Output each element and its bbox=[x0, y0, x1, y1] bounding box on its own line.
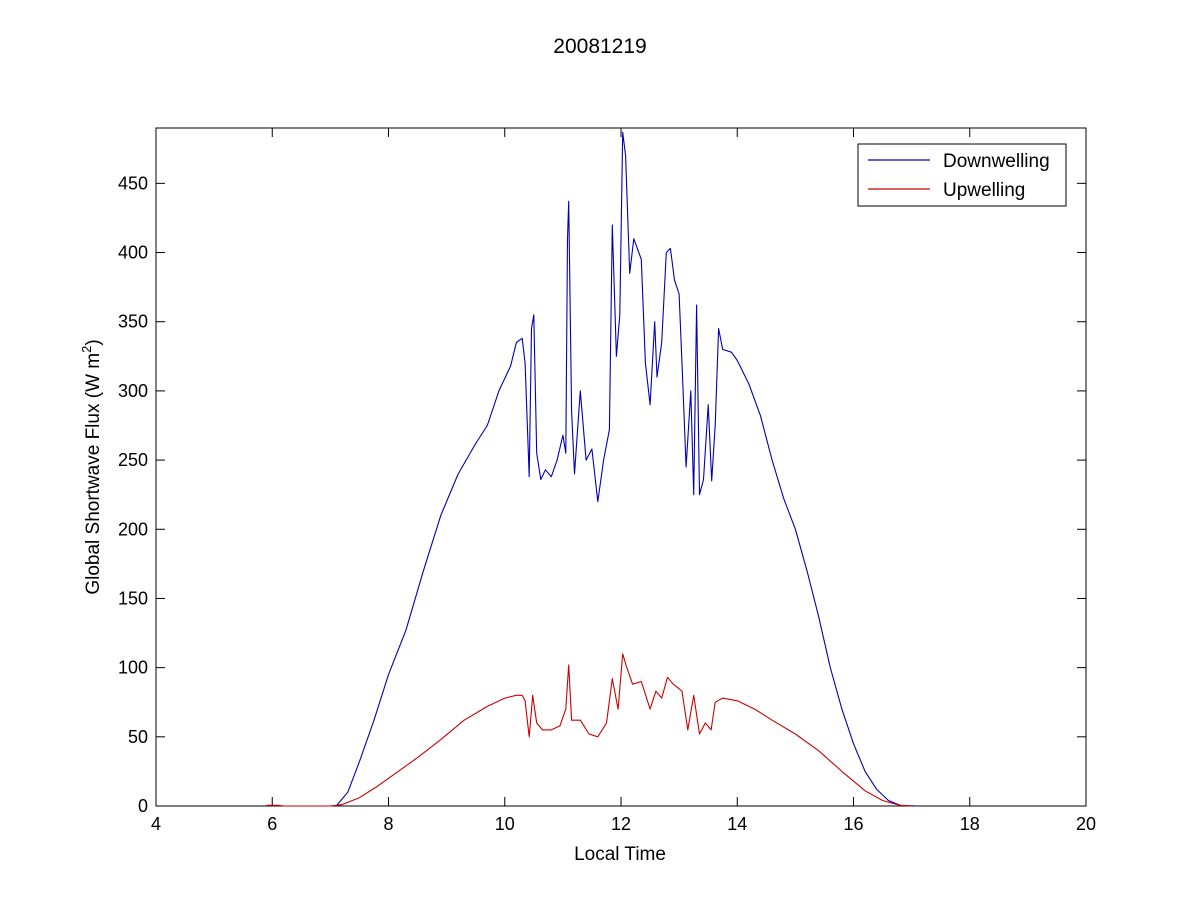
y-tick-label: 350 bbox=[118, 312, 148, 332]
x-tick-label: 16 bbox=[843, 814, 863, 834]
legend-label-downwelling: Downwelling bbox=[943, 151, 1050, 172]
y-tick-label: 100 bbox=[118, 658, 148, 678]
legend: Downwelling Upwelling bbox=[857, 143, 1067, 207]
x-tick-label: 14 bbox=[727, 814, 747, 834]
y-tick-label: 150 bbox=[118, 588, 148, 608]
x-tick-label: 8 bbox=[383, 814, 393, 834]
x-tick-label: 18 bbox=[960, 814, 980, 834]
legend-box bbox=[857, 143, 1067, 207]
y-axis: 0 50 100 150 200 250 300 350 400 450 bbox=[118, 173, 1086, 816]
x-axis-label: Local Time bbox=[574, 844, 666, 865]
y-tick-label: 50 bbox=[128, 727, 148, 747]
y-tick-label: 200 bbox=[118, 519, 148, 539]
legend-label-upwelling: Upwelling bbox=[943, 180, 1025, 201]
x-tick-label: 12 bbox=[611, 814, 631, 834]
y-tick-label: 400 bbox=[118, 243, 148, 263]
chart-title: 20081219 bbox=[553, 35, 646, 58]
x-tick-label: 6 bbox=[267, 814, 277, 834]
x-tick-label: 20 bbox=[1076, 814, 1096, 834]
x-axis: 4 6 8 10 12 14 16 18 20 bbox=[151, 128, 1096, 834]
y-tick-label: 450 bbox=[118, 173, 148, 193]
y-axis-label-end: ) bbox=[83, 339, 104, 345]
y-tick-label: 300 bbox=[118, 381, 148, 401]
y-axis-label-main: Global Shortwave Flux (W m bbox=[83, 353, 104, 595]
series-line-downwelling bbox=[335, 131, 918, 807]
y-tick-label: 250 bbox=[118, 450, 148, 470]
series-line-upwelling bbox=[266, 653, 912, 807]
plot-area bbox=[155, 127, 1087, 807]
x-tick-label: 10 bbox=[495, 814, 515, 834]
y-tick-label: 0 bbox=[138, 796, 148, 816]
x-tick-label: 4 bbox=[151, 814, 161, 834]
y-axis-label: Global Shortwave Flux (W m2) bbox=[79, 339, 104, 594]
y-axis-label-superscript: 2 bbox=[79, 346, 94, 353]
